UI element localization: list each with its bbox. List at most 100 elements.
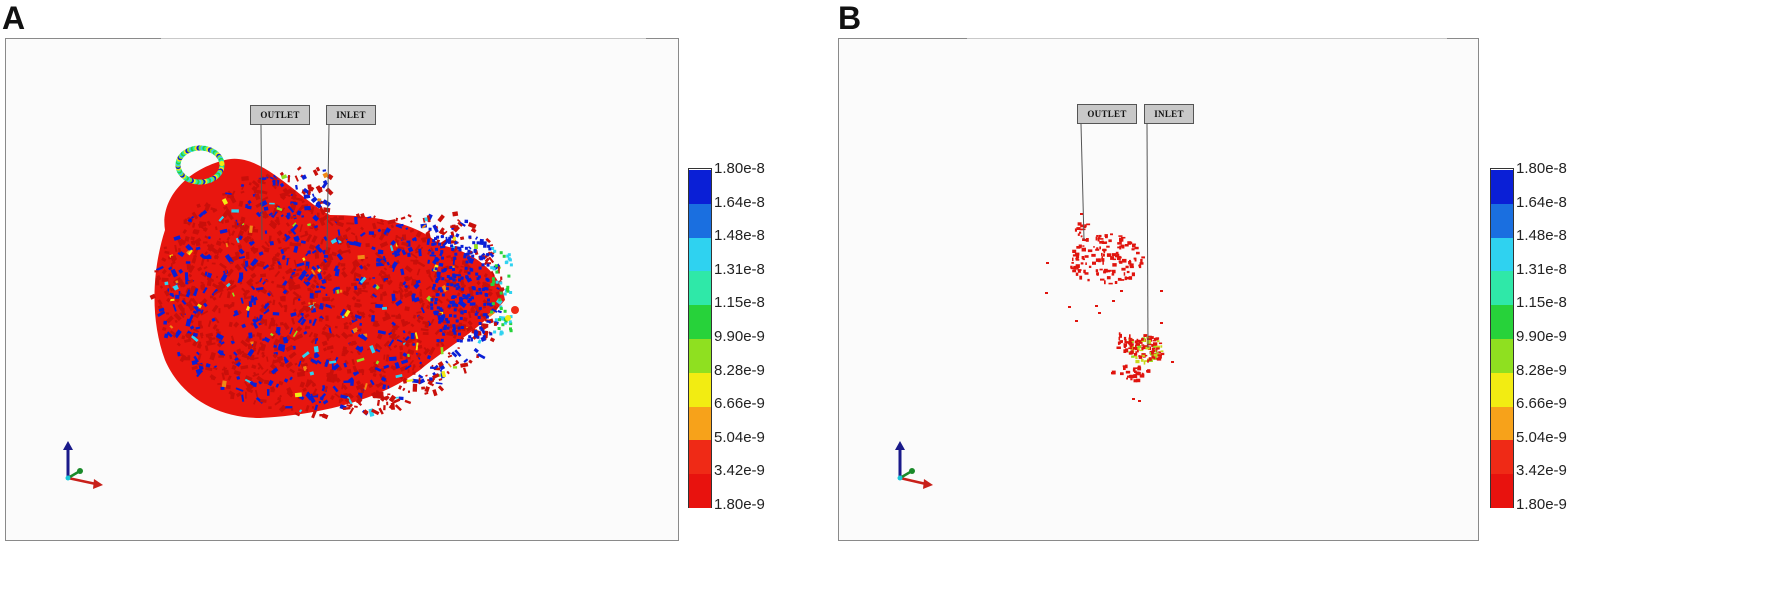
vessel-segment	[338, 397, 344, 403]
vessel-segment	[485, 315, 489, 319]
vessel-segment	[300, 240, 306, 244]
vessel-segment	[261, 368, 269, 376]
vessel-segment	[393, 325, 399, 331]
vessel-segment	[271, 184, 277, 190]
vessel-segment	[188, 314, 194, 322]
vessel-segment	[449, 301, 453, 304]
vessel-fragment	[1156, 357, 1162, 361]
vessel-segment	[170, 268, 178, 278]
vessel-segment	[447, 354, 453, 358]
vessel-segment	[268, 290, 274, 298]
vessel-fragment	[1075, 265, 1080, 269]
vessel-segment	[188, 273, 193, 278]
vessel-segment	[394, 253, 401, 258]
vessel-segment	[488, 256, 495, 264]
vessel-segment	[426, 355, 432, 360]
vessel-segment	[457, 347, 460, 350]
color-scale-tick-label: 1.48e-8	[1516, 227, 1567, 245]
vessel-fragment	[1126, 341, 1129, 344]
color-scale-swatch	[689, 203, 711, 239]
vessel-segment	[336, 315, 341, 320]
vessel-segment	[414, 244, 421, 252]
vessel-fragment	[1153, 347, 1156, 350]
vessel-segment	[461, 287, 465, 291]
vessel-segment	[429, 382, 435, 387]
vessel-segment	[178, 248, 181, 253]
vessel-segment	[479, 326, 483, 330]
vessel-segment	[375, 383, 384, 387]
vessel-segment	[266, 356, 269, 362]
vessel-segment	[377, 249, 384, 255]
vessel-fragment	[1074, 228, 1077, 232]
vessel-fragment	[1074, 252, 1080, 256]
vessel-segment	[310, 336, 318, 344]
vessel-segment	[404, 284, 409, 289]
vessel-segment	[438, 320, 442, 324]
vessel-fragment	[1087, 278, 1090, 282]
vessel-segment	[319, 396, 324, 401]
color-scale-swatch	[1491, 271, 1513, 306]
vessel-segment	[436, 339, 440, 343]
vessel-segment	[312, 169, 319, 177]
vessel-fragment	[1112, 269, 1116, 274]
vessel-segment	[283, 358, 288, 364]
vessel-segment	[322, 169, 327, 172]
vessel-fragment	[1097, 238, 1100, 242]
vessel-segment	[325, 315, 329, 321]
vessel-segment	[360, 311, 366, 317]
vessel-segment	[308, 331, 314, 338]
vessel-fragment	[1075, 257, 1079, 260]
vessel-segment	[468, 297, 472, 301]
vessel-segment	[501, 323, 505, 327]
vessel-fragment	[1104, 280, 1106, 285]
panel-b-letter: B	[838, 0, 862, 36]
vessel-segment	[329, 360, 337, 364]
vessel-segment	[491, 247, 495, 250]
vessel-segment	[271, 334, 276, 340]
vessel-segment	[503, 292, 507, 296]
vessel-segment	[323, 258, 328, 264]
vessel-segment	[263, 206, 269, 211]
vessel-segment	[202, 226, 208, 233]
vessel-segment	[482, 256, 485, 260]
vessel-segment	[394, 238, 400, 246]
vessel-segment	[299, 267, 303, 272]
vessel-segment	[256, 262, 265, 268]
vessel-fragment	[1152, 342, 1158, 346]
vessel-segment	[399, 345, 404, 351]
vessel-segment	[490, 310, 494, 314]
vessel-segment	[283, 233, 289, 239]
vessel-segment	[288, 351, 297, 359]
x-axis-icon	[67, 476, 97, 486]
vessel-fragment	[1120, 290, 1123, 292]
vessel-fragment	[1136, 378, 1141, 383]
vessel-segment	[199, 332, 204, 337]
vessel-segment	[350, 350, 354, 354]
vessel-segment	[344, 359, 349, 365]
vessel-segment	[240, 190, 245, 194]
vessel-segment	[192, 222, 196, 228]
vessel-segment	[420, 236, 429, 241]
vessel-fragment	[1077, 269, 1082, 271]
vessel-segment	[356, 394, 362, 401]
vessel-segment	[248, 182, 252, 186]
vessel-segment	[509, 263, 513, 267]
vessel-fragment	[1128, 351, 1132, 353]
vessel-segment	[371, 315, 375, 322]
vessel-segment	[498, 298, 502, 302]
vessel-segment	[241, 176, 249, 181]
vessel-segment	[481, 263, 485, 267]
vessel-segment	[357, 254, 365, 260]
color-scale-tick-label: 1.15e-8	[714, 294, 765, 312]
vessel-segment	[452, 366, 458, 369]
vessel-segment	[228, 354, 233, 360]
vessel-segment	[379, 284, 384, 290]
vessel-segment	[422, 332, 429, 335]
vessel-segment	[251, 180, 260, 188]
vessel-fragment	[1147, 358, 1149, 361]
vessel-segment	[428, 227, 432, 231]
vessel-segment	[309, 379, 315, 385]
vessel-segment	[509, 329, 513, 333]
vessel-segment	[353, 285, 358, 291]
vessel-segment	[355, 235, 359, 243]
